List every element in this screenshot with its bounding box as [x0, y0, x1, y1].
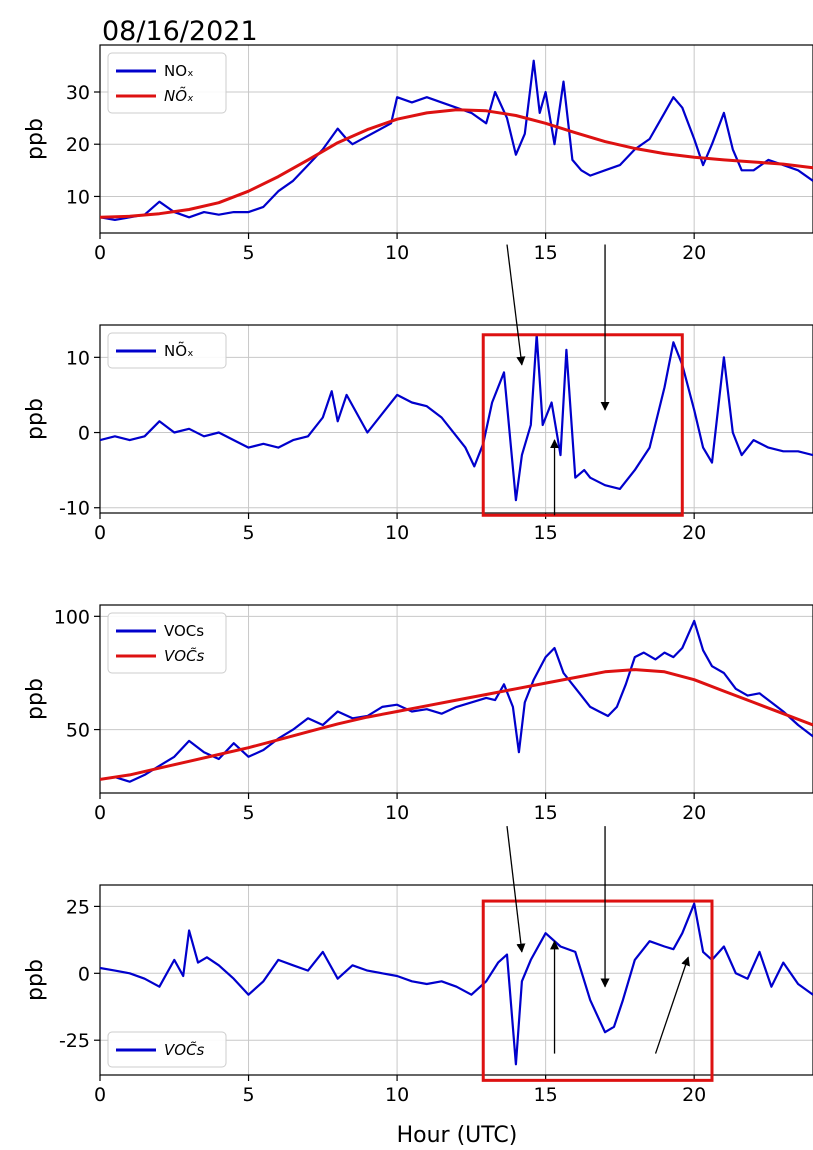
highlight-box: [481, 333, 684, 517]
series-line-measured: [100, 619, 813, 783]
panel-1: 0 5 10 15 20 10 20 30 ppb NOₓ NÕₓ: [23, 44, 813, 264]
y-tick-label: 100: [54, 606, 90, 628]
x-tick-label: 10: [385, 1084, 409, 1106]
legend: VOCs VOC̃s: [107, 612, 227, 674]
y-tick-label: -25: [59, 1030, 90, 1052]
legend-label: NÕₓ: [164, 341, 194, 360]
annotation-arrow: [506, 244, 526, 366]
panel-4: 0 5 10 15 20 -25 0 25 ppb VOC̃s: [23, 884, 813, 1106]
series-line-measured: [100, 333, 813, 502]
x-tick-label: 5: [242, 802, 254, 824]
x-tick-label: 5: [242, 522, 254, 544]
series-group: [100, 619, 813, 783]
legend: NÕₓ: [107, 332, 227, 369]
y-tick-label: 0: [78, 963, 90, 985]
legend: VOC̃s: [107, 1031, 227, 1068]
y-tick-label: 30: [66, 82, 90, 104]
x-tick-label: 20: [682, 802, 706, 824]
x-tick-label: 15: [534, 802, 558, 824]
x-tick-label: 10: [385, 802, 409, 824]
y-tick-label: 10: [66, 186, 90, 208]
legend-label: VOC̃s: [164, 646, 205, 665]
x-tick-label: 15: [534, 1084, 558, 1106]
y-tick-label: 25: [66, 896, 90, 918]
x-tick-label: 10: [385, 242, 409, 264]
axes-frame: [99, 604, 813, 794]
legend: NOₓ NÕₓ: [107, 52, 227, 114]
date-label: 08/16/2021: [102, 16, 258, 47]
legend-box: [107, 332, 227, 369]
axes-frame: [99, 44, 813, 234]
x-tick-label: 15: [534, 522, 558, 544]
x-tick-label: 5: [242, 242, 254, 264]
x-axis-label: Hour (UTC): [397, 1123, 518, 1148]
series-line-smoothed: [100, 108, 813, 219]
annotation-arrow: [654, 956, 690, 1054]
axes-frame: [99, 324, 813, 514]
legend-label: VOCs: [164, 622, 204, 640]
legend-box: [107, 1031, 227, 1068]
y-tick-label: 10: [66, 347, 90, 369]
x-tick-label: 5: [242, 1084, 254, 1106]
panel-3: 0 5 10 15 20 50 100 ppb VOCs VOC̃s: [23, 604, 813, 824]
x-tick-label: 20: [682, 522, 706, 544]
annotation-arrow: [506, 826, 526, 953]
y-axis-label: ppb: [23, 959, 48, 1001]
series-line-smoothed: [100, 668, 813, 781]
y-tick-label: 0: [78, 423, 90, 445]
y-axis-label: ppb: [23, 118, 48, 160]
y-tick-label: -10: [59, 498, 90, 520]
x-tick-label: 20: [682, 242, 706, 264]
axes-frame: [99, 884, 813, 1076]
x-tick-label: 10: [385, 522, 409, 544]
legend-box: [107, 52, 227, 114]
series-group: [100, 59, 813, 221]
x-tick-label: 0: [94, 522, 106, 544]
y-tick-label: 50: [66, 720, 90, 742]
x-tick-label: 0: [94, 802, 106, 824]
y-axis-label: ppb: [23, 398, 48, 440]
x-tick-label: 0: [94, 242, 106, 264]
series-group: [100, 333, 813, 502]
x-tick-label: 20: [682, 1084, 706, 1106]
series-line-measured: [100, 902, 813, 1066]
y-axis-label: ppb: [23, 678, 48, 720]
legend-box: [107, 612, 227, 674]
legend-label: NÕₓ: [164, 86, 194, 105]
legend-label: VOC̃s: [164, 1040, 205, 1059]
legend-label: NOₓ: [164, 62, 194, 80]
series-group: [100, 902, 813, 1066]
highlight-box: [481, 899, 714, 1082]
y-tick-label: 20: [66, 134, 90, 156]
x-tick-label: 15: [534, 242, 558, 264]
x-tick-label: 0: [94, 1084, 106, 1106]
